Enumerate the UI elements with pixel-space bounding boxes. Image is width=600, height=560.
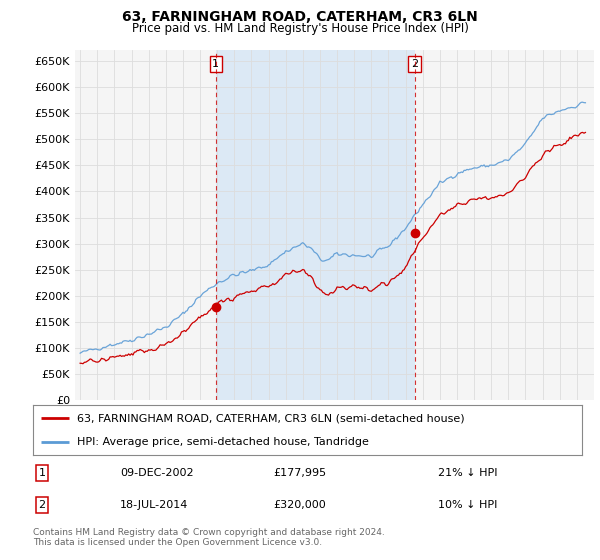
Text: 10% ↓ HPI: 10% ↓ HPI — [438, 500, 497, 510]
Text: HPI: Average price, semi-detached house, Tandridge: HPI: Average price, semi-detached house,… — [77, 437, 369, 447]
Text: Contains HM Land Registry data © Crown copyright and database right 2024.
This d: Contains HM Land Registry data © Crown c… — [33, 528, 385, 548]
Text: 2: 2 — [411, 59, 418, 69]
Text: £320,000: £320,000 — [274, 500, 326, 510]
Text: Price paid vs. HM Land Registry's House Price Index (HPI): Price paid vs. HM Land Registry's House … — [131, 22, 469, 35]
Text: 2: 2 — [38, 500, 46, 510]
Text: 1: 1 — [212, 59, 219, 69]
Text: 63, FARNINGHAM ROAD, CATERHAM, CR3 6LN (semi-detached house): 63, FARNINGHAM ROAD, CATERHAM, CR3 6LN (… — [77, 413, 464, 423]
Text: 1: 1 — [38, 468, 46, 478]
Text: 63, FARNINGHAM ROAD, CATERHAM, CR3 6LN: 63, FARNINGHAM ROAD, CATERHAM, CR3 6LN — [122, 10, 478, 24]
Text: 21% ↓ HPI: 21% ↓ HPI — [438, 468, 497, 478]
Text: £177,995: £177,995 — [274, 468, 326, 478]
Text: 18-JUL-2014: 18-JUL-2014 — [120, 500, 188, 510]
Text: 09-DEC-2002: 09-DEC-2002 — [120, 468, 194, 478]
Bar — [216, 50, 415, 400]
